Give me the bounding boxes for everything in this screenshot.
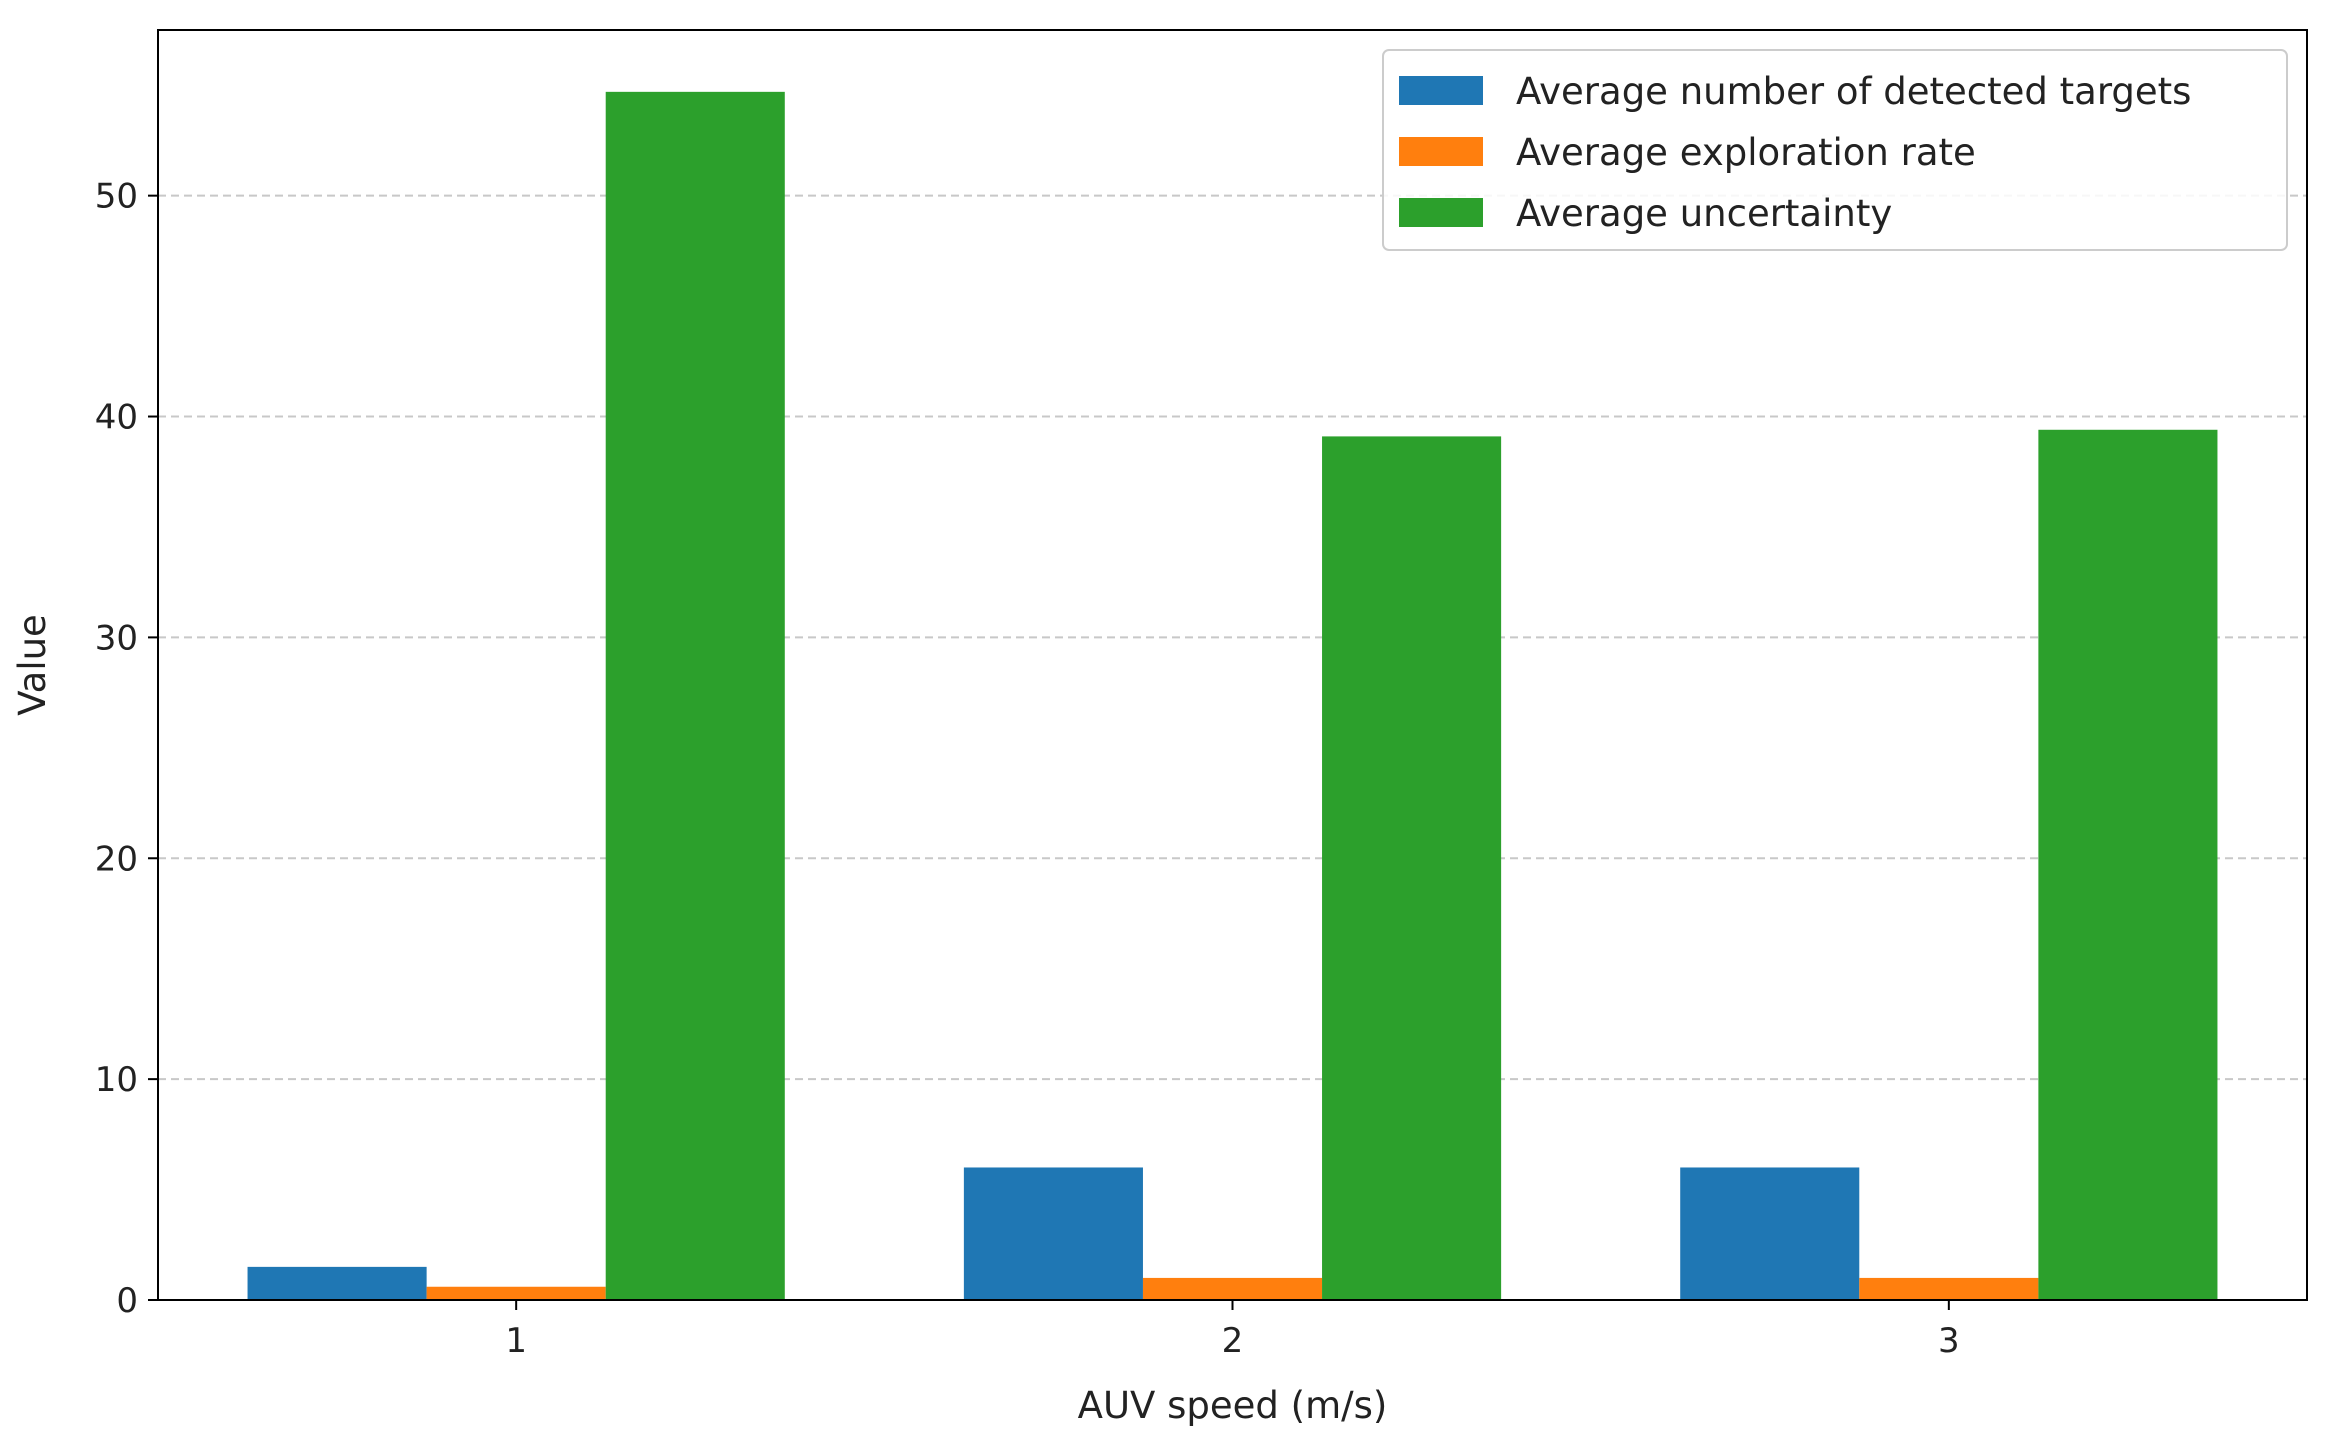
y-tick-label: 40 — [95, 398, 138, 438]
bar-series-3-category-1 — [605, 91, 785, 1300]
y-tick-label: 0 — [116, 1281, 138, 1321]
bar-series-1-category-2 — [963, 1167, 1143, 1300]
y-tick-label: 20 — [95, 839, 138, 879]
legend-box — [1382, 49, 2288, 251]
y-axis-label: Value — [11, 614, 54, 716]
legend-label-1: Average number of detected targets — [1516, 70, 2191, 113]
bar-series-2-category-2 — [1142, 1277, 1323, 1300]
y-tick-label: 50 — [95, 177, 138, 217]
y-axis: 0 10 20 30 40 50 — [95, 177, 158, 1321]
x-axis-label: AUV speed (m/s) — [1078, 1384, 1388, 1427]
bar-series-2-category-3 — [1859, 1277, 2039, 1300]
legend-label-2: Average exploration rate — [1516, 131, 1976, 174]
x-tick-label: 3 — [1938, 1321, 1960, 1361]
bar-series-1-category-1 — [247, 1266, 427, 1300]
y-tick-label: 30 — [95, 618, 138, 658]
x-tick-label: 2 — [1222, 1321, 1244, 1361]
x-axis: 1 2 3 — [505, 1300, 1960, 1361]
bars — [247, 91, 2218, 1300]
legend-swatch-1 — [1399, 76, 1483, 105]
legend-swatch-3 — [1399, 198, 1483, 227]
bar-series-3-category-3 — [2038, 429, 2218, 1300]
legend-label-3: Average uncertainty — [1516, 192, 1892, 235]
grid-lines — [158, 194, 2307, 1081]
x-tick-label: 1 — [505, 1321, 527, 1361]
bar-series-2-category-1 — [426, 1286, 606, 1300]
y-tick-label: 10 — [95, 1060, 138, 1100]
legend: Average number of detected targets Averag… — [1382, 49, 2288, 251]
legend-swatch-2 — [1399, 137, 1483, 166]
bar-series-3-category-2 — [1322, 436, 1502, 1300]
bar-series-1-category-3 — [1680, 1167, 1860, 1300]
